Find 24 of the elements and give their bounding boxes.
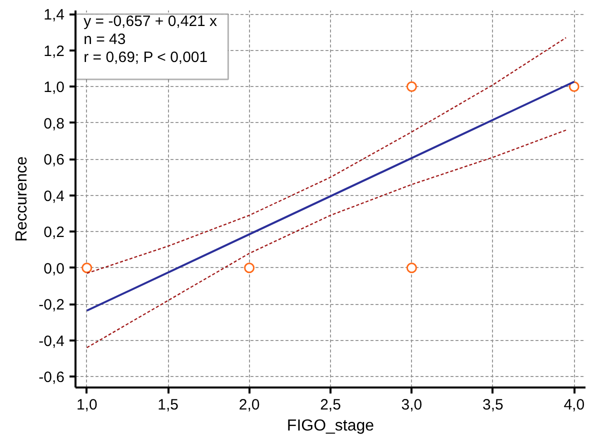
x-tick-label: 4,0 — [564, 396, 585, 414]
y-tick-label: 0,4 — [44, 188, 65, 205]
y-tick-label: 1,2 — [44, 42, 65, 60]
y-tick-label: 1,0 — [44, 79, 65, 96]
y-tick-label: -0,2 — [38, 296, 65, 314]
x-tick-label: 1,5 — [158, 396, 179, 414]
x-tick-label: 1,0 — [76, 396, 98, 414]
y-tick-label: 0,6 — [44, 152, 65, 169]
y-tick-label: 0,2 — [44, 224, 65, 242]
x-tick-label: 3,5 — [482, 396, 504, 414]
y-axis-title: Reccurence — [14, 156, 31, 242]
y-tick-label: -0,6 — [38, 369, 65, 386]
y-tick-label: 1,4 — [44, 6, 65, 24]
x-tick-label: 3,0 — [401, 396, 422, 414]
annotation: y = -0,657 + 0,421 x — [84, 12, 218, 30]
y-tick-label: -0,4 — [38, 332, 65, 350]
x-axis-title: FIGO_stage — [286, 418, 374, 434]
y-tick-label: 0,0 — [44, 260, 65, 278]
annotation: r = 0,69; P < 0,001 — [84, 49, 208, 66]
line-series — [86, 130, 567, 348]
x-tick-label: 2,5 — [320, 396, 341, 414]
y-tick-label: 0,8 — [44, 115, 65, 132]
annotation: n = 43 — [84, 31, 126, 48]
x-tick-label: 2,0 — [238, 396, 260, 414]
